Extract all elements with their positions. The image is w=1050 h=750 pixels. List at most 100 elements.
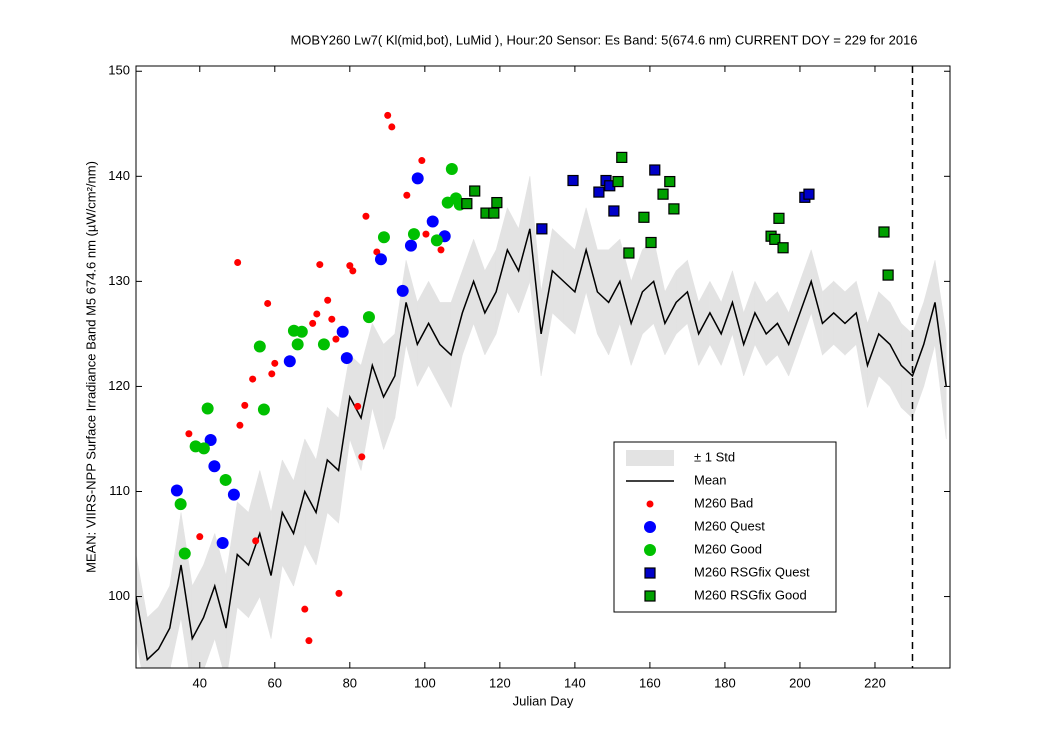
scatter-point [349,267,357,275]
scatter-point [362,311,375,324]
scatter-point [208,460,221,473]
scatter-point [236,421,244,429]
scatter-point [335,589,343,597]
scatter-point [668,203,680,215]
scatter-point [878,226,890,238]
scatter-point [437,246,445,254]
scatter-point [196,533,204,541]
scatter-point [316,261,324,269]
scatter-point [257,403,270,416]
scatter-point [253,340,266,353]
scatter-point [403,191,411,199]
scatter-point [313,310,321,318]
legend-swatch [644,567,656,579]
scatter-point [426,215,439,228]
scatter-point [362,212,370,220]
legend-label: M260 RSGfix Good [694,587,807,602]
scatter-point [336,325,349,338]
legend: ± 1 Std Mean M260 Bad M260 Quest M260 Good M2… [613,441,837,613]
scatter-point [252,537,260,545]
x-tick-label: 40 [193,675,207,690]
legend-label: M260 Quest [694,518,765,533]
legend-label: M260 Good [694,541,762,556]
legend-label: Mean [694,472,727,487]
y-tick-label: 120 [108,378,130,393]
x-tick-label: 120 [489,675,511,690]
scatter-point [216,536,229,549]
mean-line [136,228,947,662]
scatter-point [536,223,548,235]
scatter-point [491,196,503,209]
scatter-point [354,402,362,410]
scatter-point [249,375,257,383]
scatter-point [346,262,354,270]
scatter-point [645,236,657,249]
y-tick-label: 100 [108,588,130,603]
scatter-point [332,335,340,343]
x-axis-label: Julian Day [513,693,574,708]
scatter-point [219,473,232,486]
scatter-point [377,231,390,244]
y-tick-label: 150 [108,63,130,78]
scatter-point [305,637,313,645]
x-tick-label: 220 [864,675,886,690]
scatter-point [396,284,409,297]
y-axis-label: MEAN: VIIRS-NPP Surface Irradiance Band … [83,161,98,573]
chart-title: MOBY260 Lw7( Kl(mid,bot), LuMid ), Hour:… [290,32,917,47]
scatter-point [201,402,214,415]
scatter-point [227,488,240,501]
scatter-point [384,111,392,119]
legend-swatch [644,544,656,556]
scatter-point [291,338,304,351]
scatter-point [328,315,336,323]
scatter-point [340,352,353,365]
scatter-point [197,442,210,455]
scatter-point [388,123,396,131]
legend-label: M260 RSGfix Quest [694,564,810,579]
scatter-point [657,188,669,200]
scatter-point [241,401,249,409]
scatter-point [623,247,635,259]
scatter-point [488,207,500,219]
scatter-point [373,248,381,256]
y-tick-label: 130 [108,273,130,288]
x-tick-label: 140 [564,675,586,690]
scatter-point [324,296,332,304]
scatter-point [649,164,661,176]
axes-frame [135,65,951,669]
scatter-point [882,269,894,281]
scatter-point [358,453,366,461]
scatter-point [445,162,458,175]
scatter-point [295,325,308,338]
x-tick-label: 80 [343,675,357,690]
scatter-point [418,157,426,165]
legend-swatch [644,521,656,533]
x-tick-label: 100 [414,675,436,690]
scatter-point [593,186,605,198]
x-tick-label: 60 [268,675,282,690]
scatter-point [407,228,420,241]
scatter-point [374,253,387,266]
scatter-point [204,434,217,447]
scatter-point [803,188,815,200]
legend-swatch [644,590,656,602]
legend-label: ± 1 Std [694,449,735,464]
scatter-point [185,430,193,438]
scatter-point [773,212,785,224]
y-tick-label: 140 [108,168,130,183]
x-tick-label: 160 [639,675,661,690]
scatter-point [271,359,279,367]
scatter-point [174,498,187,511]
scatter-point [616,151,628,164]
scatter-point [411,172,424,185]
scatter-point [567,174,579,187]
y-tick-label: 110 [109,483,130,498]
scatter-point [638,211,650,223]
scatter-point [469,185,481,197]
scatter-point [234,258,242,266]
scatter-point [283,355,296,368]
scatter-point [608,205,620,217]
scatter-point [404,239,417,252]
x-tick-label: 200 [789,675,811,690]
scatter-point [178,547,191,560]
